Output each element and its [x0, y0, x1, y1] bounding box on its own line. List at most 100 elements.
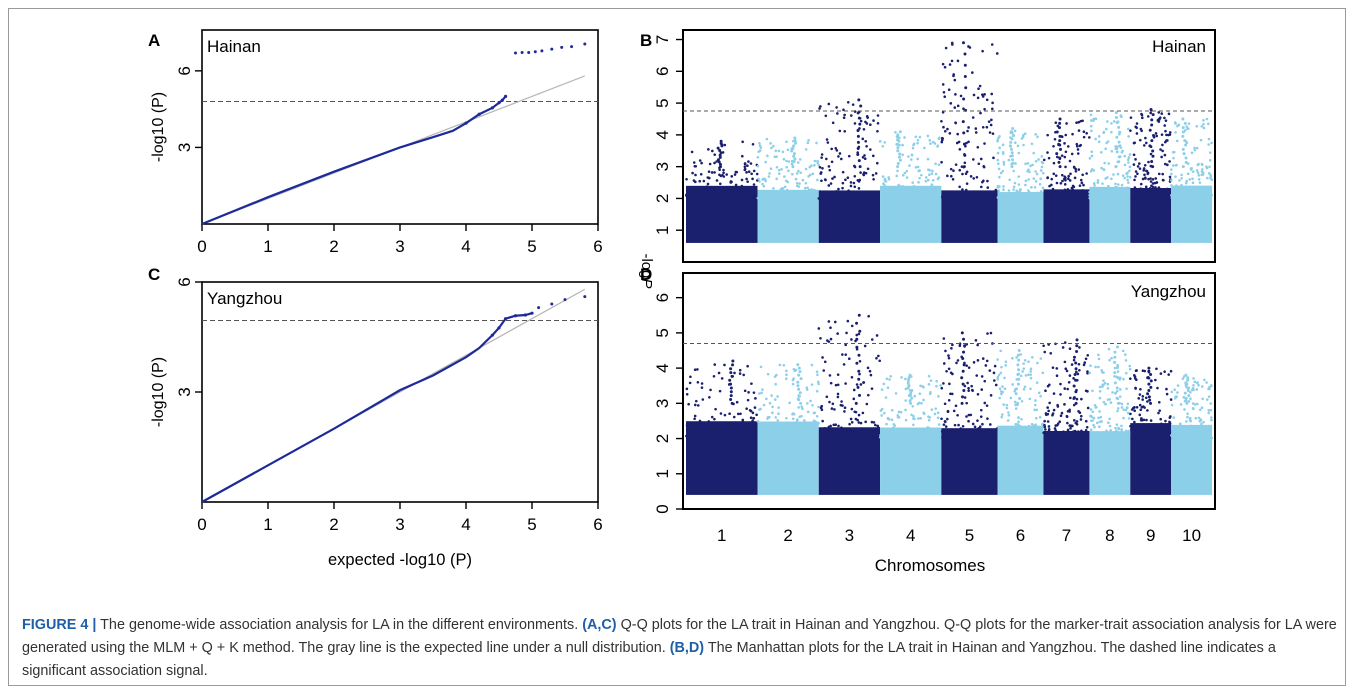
snp-point	[985, 98, 989, 102]
snp-point	[1131, 189, 1134, 193]
snp-point	[825, 395, 829, 399]
snp-point	[774, 416, 778, 419]
snp-point	[965, 364, 968, 367]
snp-point	[836, 332, 839, 335]
snp-point	[1114, 391, 1118, 395]
snp-point	[815, 432, 818, 435]
snp-point	[846, 193, 850, 197]
snp-point	[1022, 367, 1026, 370]
snp-point	[1163, 162, 1167, 166]
snp-point	[777, 149, 781, 153]
snp-point	[1098, 196, 1102, 200]
snp-point	[1013, 389, 1017, 393]
snp-point	[726, 422, 729, 426]
snp-point	[862, 127, 866, 131]
snp-point	[775, 155, 778, 158]
snp-point	[855, 333, 859, 337]
snp-point	[1017, 151, 1021, 155]
snp-point	[1133, 186, 1137, 189]
snp-point	[762, 403, 766, 407]
snp-point	[1115, 389, 1119, 393]
snp-point	[858, 359, 862, 363]
x-tick-label: 1	[263, 237, 272, 256]
snp-point	[918, 176, 921, 180]
snp-point	[704, 188, 708, 192]
snp-point	[988, 369, 992, 372]
snp-point	[906, 378, 910, 382]
snp-point	[730, 435, 733, 439]
snp-point	[694, 431, 697, 435]
snp-point	[960, 331, 964, 335]
snp-point	[696, 404, 700, 407]
snp-point	[1070, 363, 1074, 366]
snp-point	[989, 394, 993, 397]
snp-point	[1159, 197, 1163, 200]
snp-point	[917, 181, 920, 184]
snp-point	[875, 433, 878, 437]
snp-point	[1150, 123, 1154, 127]
snp-point	[1061, 179, 1064, 183]
snp-point	[785, 140, 788, 144]
x-tick-label: 2	[329, 515, 338, 534]
snp-point	[782, 363, 786, 367]
snp-point	[685, 434, 688, 438]
snp-point	[1197, 174, 1201, 177]
snp-point	[1097, 416, 1100, 420]
snp-point	[921, 437, 924, 440]
snp-point	[775, 177, 778, 181]
snp-point	[1186, 127, 1189, 131]
snp-point	[841, 181, 845, 185]
snp-point	[729, 382, 733, 386]
snp-point	[1071, 132, 1074, 136]
snp-point	[928, 173, 931, 177]
snp-point	[1155, 367, 1158, 371]
snp-point	[719, 151, 723, 155]
snp-point	[910, 153, 914, 157]
snp-point	[718, 155, 722, 159]
snp-point	[1189, 436, 1192, 439]
snp-point	[1165, 387, 1168, 391]
snp-point	[1168, 427, 1171, 430]
snp-point	[965, 415, 968, 418]
x-tick-label: 4	[461, 515, 470, 534]
snp-point	[1131, 436, 1134, 440]
snp-point	[893, 437, 897, 440]
snp-point	[942, 362, 946, 365]
snp-point	[728, 378, 732, 382]
snp-point	[842, 108, 845, 112]
snp-point	[955, 141, 959, 145]
snp-point	[950, 196, 954, 200]
snp-point	[819, 406, 823, 410]
snp-point	[847, 189, 850, 192]
snp-point	[919, 416, 923, 420]
snp-point	[840, 426, 843, 430]
snp-point	[1029, 367, 1033, 371]
snp-point	[720, 197, 723, 200]
snp-point	[1004, 364, 1007, 367]
snp-point	[935, 384, 938, 388]
snp-point	[963, 153, 967, 157]
snp-point	[1106, 382, 1110, 386]
snp-point	[808, 193, 812, 196]
snp-point	[1039, 357, 1043, 360]
snp-point	[906, 386, 910, 390]
y-tick-label: 4	[653, 363, 672, 372]
snp-point	[1113, 381, 1117, 385]
snp-point	[836, 436, 839, 439]
snp-point	[926, 134, 930, 138]
snp-point	[1124, 359, 1128, 362]
snp-point	[1071, 437, 1075, 440]
chromosome-label: 2	[783, 526, 792, 545]
snp-point	[1017, 175, 1021, 178]
snp-point	[999, 171, 1003, 175]
snp-point	[1113, 350, 1117, 354]
snp-point	[953, 106, 957, 109]
snp-point	[1085, 425, 1089, 429]
snp-point	[729, 367, 733, 371]
snp-point	[795, 172, 799, 175]
snp-point	[847, 357, 851, 361]
snp-point	[1135, 378, 1138, 381]
chromosome-band	[997, 192, 1044, 243]
snp-point	[831, 402, 835, 406]
snp-point	[1072, 384, 1076, 388]
